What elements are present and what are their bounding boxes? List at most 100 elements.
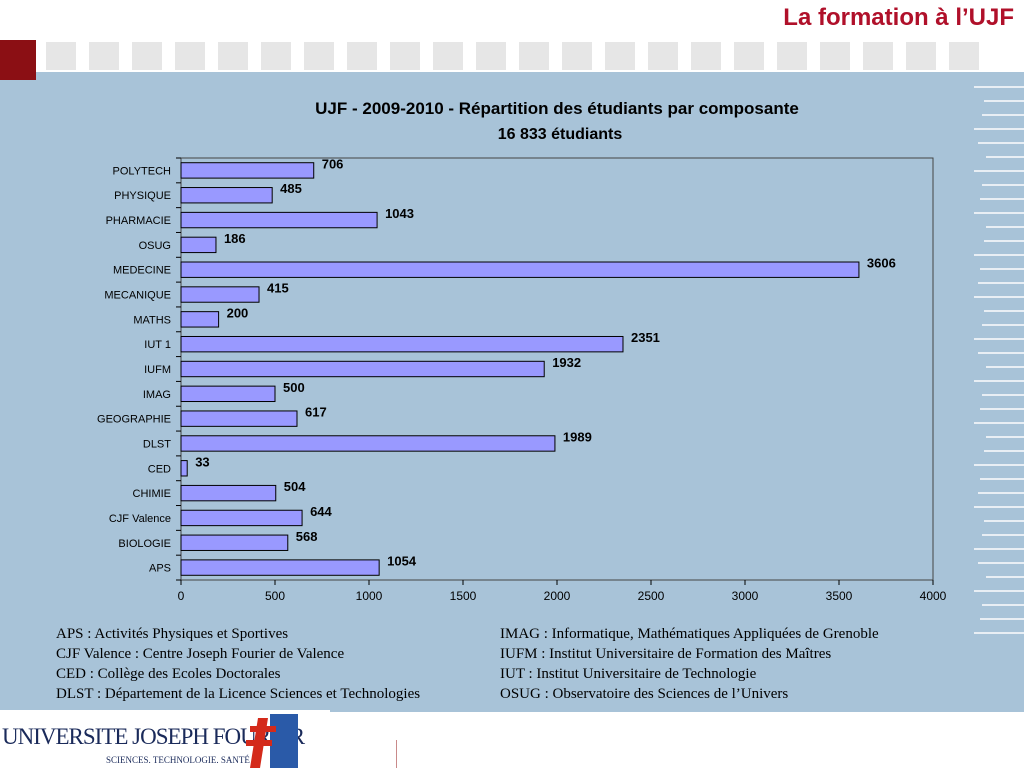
stripe (974, 380, 1024, 382)
bar (180, 534, 289, 551)
ladder-block (648, 42, 678, 70)
stripe (978, 142, 1024, 144)
x-tick-label: 2500 (638, 589, 665, 603)
legend-item: OSUG : Observatoire des Sciences de l’Un… (500, 686, 789, 702)
bar (180, 261, 860, 278)
legend-item: APS : Activités Physiques et Sportives (56, 626, 289, 642)
data-label: 706 (322, 156, 344, 171)
stripe (980, 408, 1024, 410)
category-label: APS (149, 563, 171, 575)
stripe (986, 576, 1024, 578)
stripe (974, 338, 1024, 340)
category-label: POLYTECH (113, 165, 172, 177)
data-label: 485 (280, 181, 302, 196)
bar-chart: UJF - 2009-2010 - Répartition des étudia… (97, 99, 947, 603)
stripe (974, 86, 1024, 88)
category-label: BIOLOGIE (118, 538, 171, 550)
bar (180, 360, 545, 378)
category-label: IUFM (144, 364, 171, 376)
data-label: 617 (305, 405, 327, 420)
category-label: CJF Valence (109, 513, 171, 525)
bar (180, 311, 220, 328)
data-label: 2351 (631, 330, 660, 345)
stripe (980, 268, 1024, 270)
data-label: 644 (310, 504, 332, 519)
data-label: 1043 (385, 206, 414, 221)
stripe (982, 604, 1024, 606)
logo-tagline: SCIENCES. TECHNOLOGIE. SANTÉ (106, 755, 250, 765)
bar (180, 484, 277, 502)
stripe (982, 534, 1024, 536)
ladder-block (433, 42, 463, 70)
stripe (974, 506, 1024, 508)
category-label: DLST (143, 438, 171, 450)
stripe (982, 184, 1024, 186)
stripe (984, 240, 1024, 242)
stripe (974, 254, 1024, 256)
ladder-block (949, 42, 979, 70)
stripe (974, 422, 1024, 424)
category-label: PHARMACIE (106, 215, 171, 227)
ladder-block (691, 42, 721, 70)
bar (180, 286, 260, 303)
stripe (986, 226, 1024, 228)
bar (180, 335, 624, 353)
stripe (986, 366, 1024, 368)
x-tick-label: 3500 (826, 589, 853, 603)
ladder-block (562, 42, 592, 70)
data-label: 500 (283, 380, 305, 395)
stripe (974, 632, 1024, 634)
data-label: 1054 (387, 554, 417, 569)
category-label: GEOGRAPHIE (97, 414, 171, 426)
stripe (974, 590, 1024, 592)
stripe (974, 212, 1024, 214)
right-stripes-decoration (974, 86, 1024, 646)
stripe (984, 100, 1024, 102)
bar (180, 435, 556, 452)
stripe (980, 478, 1024, 480)
data-label: 33 (195, 454, 209, 469)
legend-right: IMAG : Informatique, Mathématiques Appli… (500, 624, 879, 704)
x-tick-label: 3000 (732, 589, 759, 603)
stripe (982, 324, 1024, 326)
stripe (984, 450, 1024, 452)
data-label: 200 (227, 305, 249, 320)
stripe (982, 114, 1024, 116)
category-label: CED (148, 463, 171, 475)
ladder-block (734, 42, 764, 70)
x-tick-label: 1500 (450, 589, 477, 603)
category-label: IUT 1 (144, 339, 171, 351)
data-label: 1989 (563, 429, 592, 444)
bar (180, 236, 217, 254)
x-tick-label: 1000 (356, 589, 383, 603)
stripe (978, 562, 1024, 564)
ladder-block (347, 42, 377, 70)
legend-item: CED : Collège des Ecoles Doctorales (56, 666, 281, 682)
ladder-block (390, 42, 420, 70)
data-label: 1932 (552, 355, 581, 370)
category-label: OSUG (139, 240, 171, 252)
stripe (984, 520, 1024, 522)
ladder-block (863, 42, 893, 70)
stripe (974, 128, 1024, 130)
stripe (986, 156, 1024, 158)
ladder-block (777, 42, 807, 70)
legend-item: CJF Valence : Centre Joseph Fourier de V… (56, 646, 345, 662)
stripe (978, 352, 1024, 354)
stripe (986, 436, 1024, 438)
slide-title: La formation à l’UJF (783, 4, 1014, 31)
ladder-block (132, 42, 162, 70)
legend-item: IUT : Institut Universitaire de Technolo… (500, 666, 757, 682)
university-logo: UNIVERSITE JOSEPH FOURIER SCIENCES. TECH… (0, 710, 330, 768)
legend-item: IUFM : Institut Universitaire de Formati… (500, 646, 832, 662)
chart-subtitle: 16 833 étudiants (498, 126, 623, 143)
ladder-block (906, 42, 936, 70)
category-label: MEDECINE (113, 265, 171, 277)
bar (180, 559, 380, 576)
category-label: MECANIQUE (104, 290, 171, 302)
stripe (974, 548, 1024, 550)
ladder-block (820, 42, 850, 70)
logo-mark-icon (246, 714, 298, 768)
category-label: MATHS (133, 314, 171, 326)
legend-item: IMAG : Informatique, Mathématiques Appli… (500, 626, 879, 642)
